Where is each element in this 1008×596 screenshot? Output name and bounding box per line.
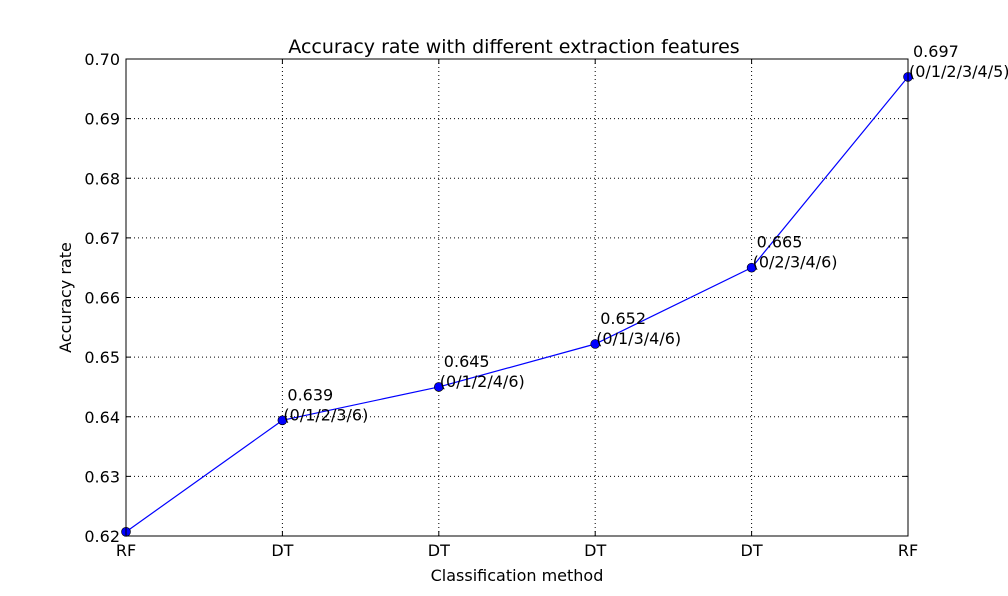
series-line <box>125 76 909 533</box>
chart-title: Accuracy rate with different extraction … <box>288 36 739 58</box>
data-label-value: 0.645 <box>444 352 490 371</box>
data-label-features: (0/1/2/3/6) <box>283 405 368 424</box>
data-label-features: (0/1/2/3/4/5) <box>909 62 1008 81</box>
y-tick-label: 0.66 <box>84 289 120 308</box>
data-point <box>590 339 601 349</box>
x-axis-title: Classification method <box>431 566 604 585</box>
data-label-value: 0.639 <box>287 385 333 404</box>
data-label-features: (0/2/3/4/6) <box>753 253 838 272</box>
y-tick-label: 0.69 <box>84 110 120 129</box>
data-point <box>277 415 288 426</box>
data-label-value: 0.652 <box>600 309 646 328</box>
data-label-features: (0/1/3/4/6) <box>596 329 681 348</box>
x-tick-label: RF <box>898 541 918 560</box>
data-label-features: (0/1/2/4/6) <box>440 372 525 391</box>
data-label-value: 0.697 <box>913 42 959 61</box>
annotation-layer: 0.639(0/1/2/3/6)0.645(0/1/2/4/6)0.652(0/… <box>283 42 1008 424</box>
y-tick-label: 0.63 <box>84 467 120 486</box>
y-tick-label: 0.65 <box>84 348 120 367</box>
y-axis-title: Accuracy rate <box>56 242 75 353</box>
y-tick-label: 0.70 <box>84 50 120 69</box>
data-label-value: 0.665 <box>757 233 803 252</box>
y-tick-label: 0.68 <box>84 169 120 188</box>
y-tick-label: 0.67 <box>84 229 120 248</box>
y-tick-label: 0.64 <box>84 408 120 427</box>
x-tick-label: DT <box>741 541 763 560</box>
y-tick-label: 0.62 <box>84 527 120 546</box>
x-tick-label: DT <box>271 541 293 560</box>
axis-layer: 0.62 0.63 0.64 0.65 0.66 0.67 0.68 0.69 0.70 RF DT… <box>84 50 918 560</box>
data-point <box>433 382 444 392</box>
series-layer <box>121 72 913 537</box>
x-tick-label: RF <box>116 541 136 560</box>
x-tick-label: DT <box>428 541 450 560</box>
x-tick-label: DT <box>584 541 606 560</box>
data-point <box>746 262 757 273</box>
